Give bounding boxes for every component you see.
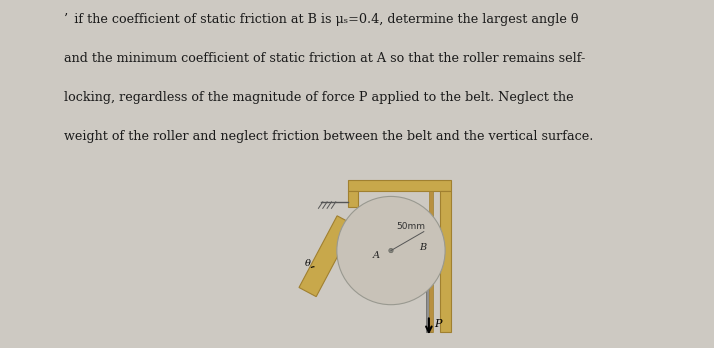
Bar <box>429 191 433 332</box>
Text: 50mm: 50mm <box>396 222 426 231</box>
Bar <box>426 251 431 332</box>
Text: A: A <box>372 252 379 260</box>
Bar <box>348 191 358 207</box>
Text: θ: θ <box>305 259 311 268</box>
Text: and the minimum coefficient of static friction at A so that the roller remains s: and the minimum coefficient of static fr… <box>64 52 585 65</box>
Text: locking, regardless of the magnitude of force P applied to the belt. Neglect the: locking, regardless of the magnitude of … <box>64 91 574 104</box>
Circle shape <box>337 196 445 305</box>
Circle shape <box>389 248 393 253</box>
Bar <box>440 191 451 332</box>
Text: weight of the roller and neglect friction between the belt and the vertical surf: weight of the roller and neglect frictio… <box>64 130 593 143</box>
Text: ’  if the coefficient of static friction at B is μₛ=0.4, determine the largest a: ’ if the coefficient of static friction … <box>64 13 579 26</box>
Text: B: B <box>419 243 426 252</box>
Bar <box>348 180 451 191</box>
Polygon shape <box>299 216 354 296</box>
Text: P: P <box>434 319 442 329</box>
